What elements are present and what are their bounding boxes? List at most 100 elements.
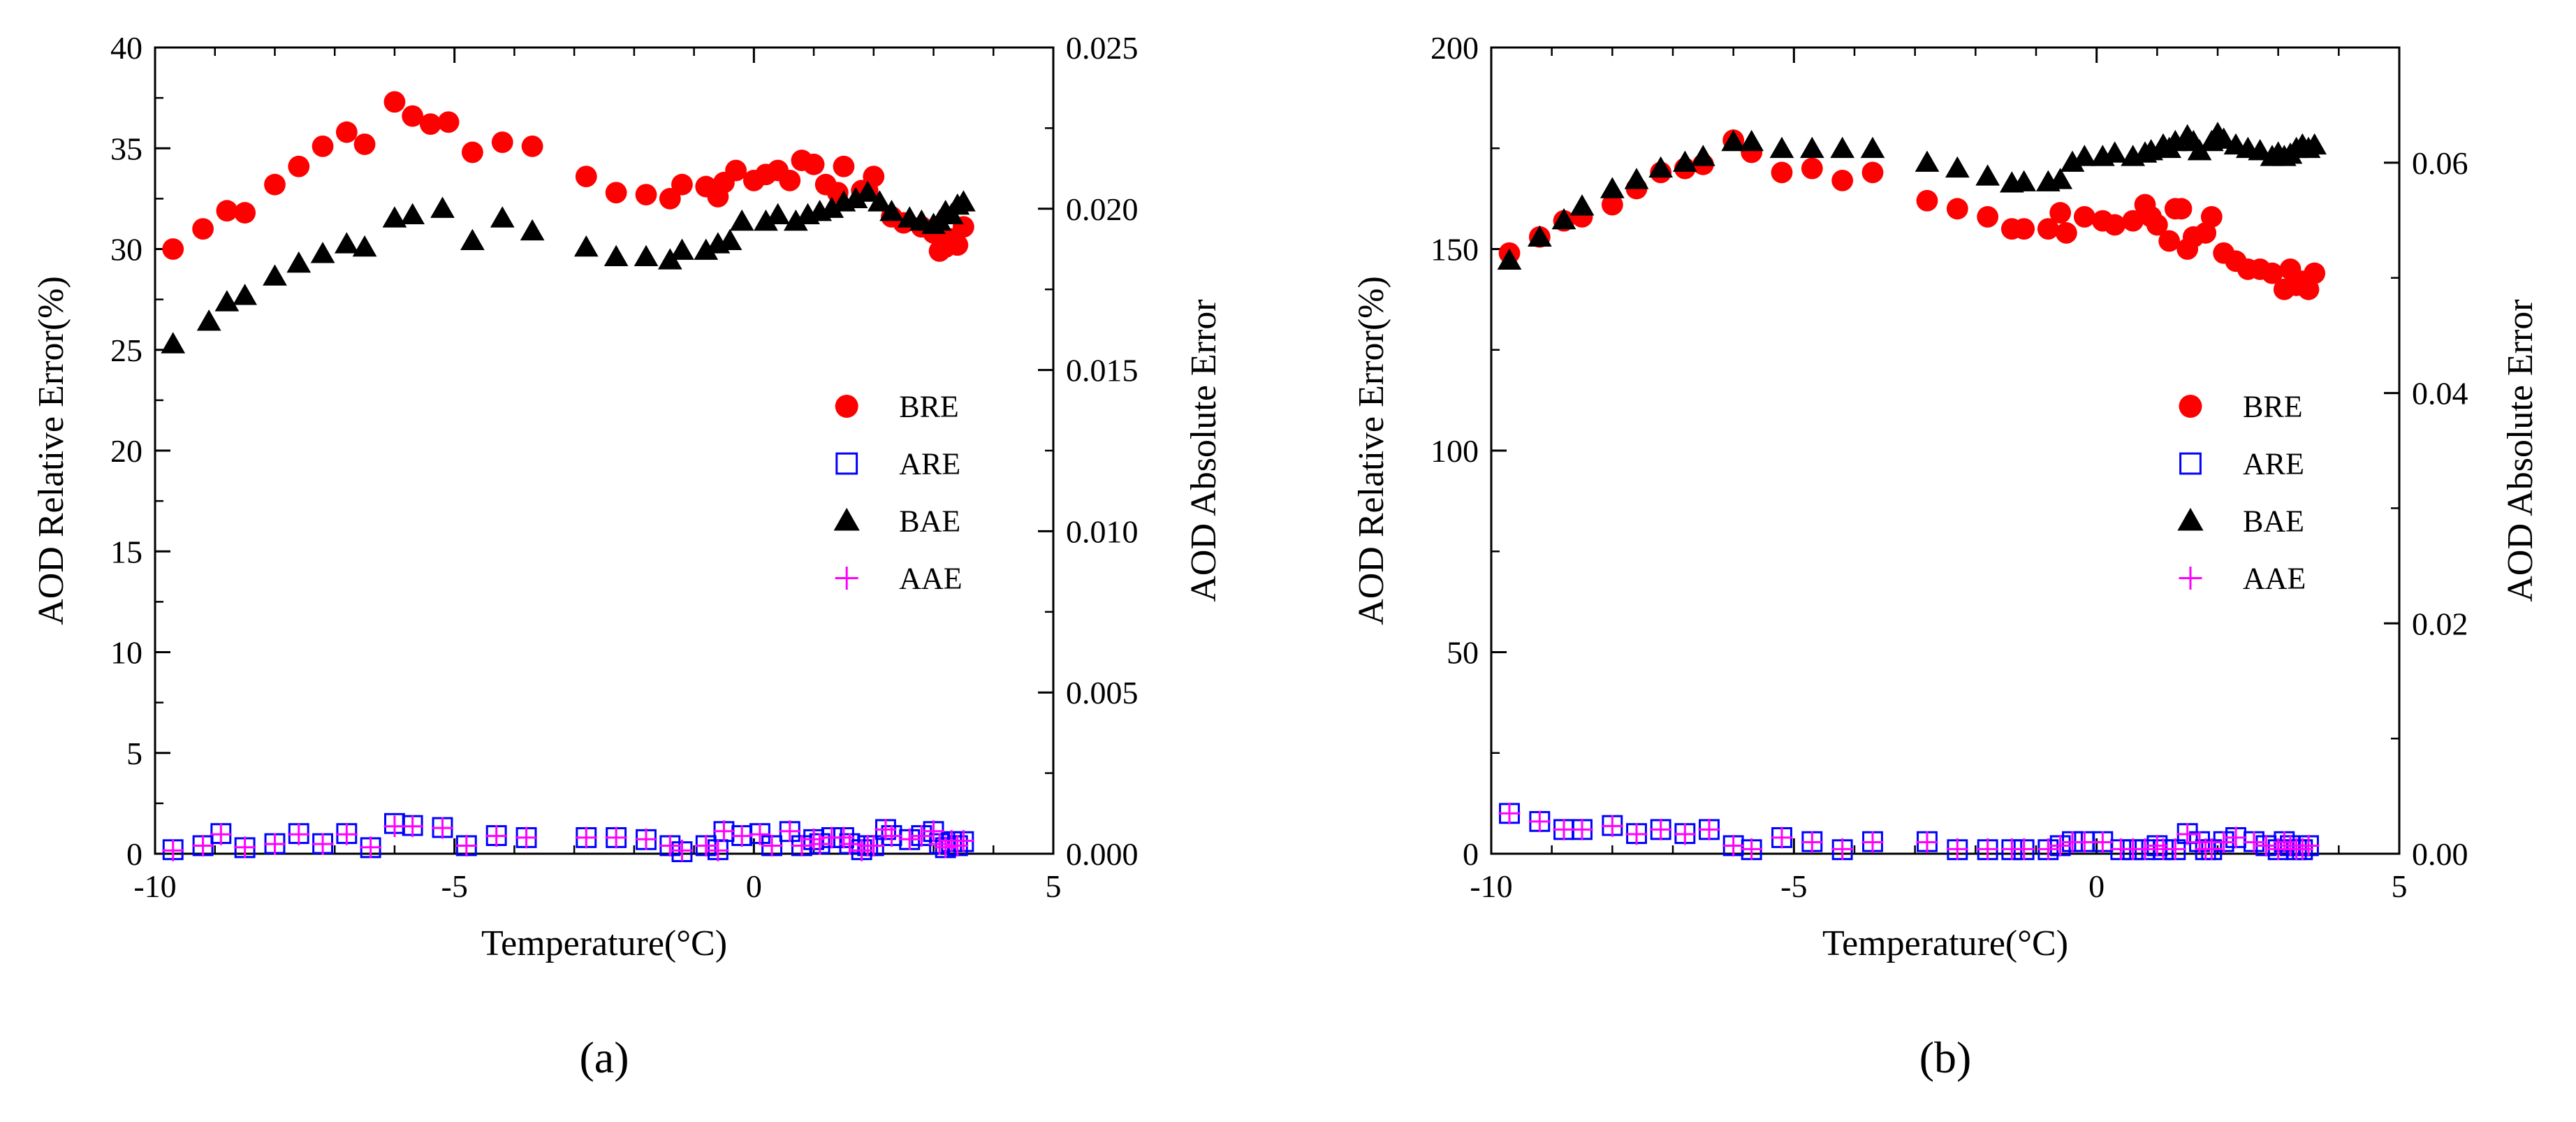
legend: BRE ARE BAE AAE (2177, 390, 2306, 596)
data-point-aae (1553, 818, 1575, 840)
data-point-aae (761, 835, 783, 857)
legend-marker-bae (833, 507, 860, 531)
data-point-bae (1799, 136, 1824, 159)
y-tick-label: 0 (126, 836, 142, 872)
data-point-bae (2248, 139, 2273, 161)
x-axis-title: Temperature(°C) (481, 924, 727, 963)
data-point-aae (946, 835, 969, 857)
data-point-bre (521, 135, 543, 157)
data-point-bae (1527, 225, 1552, 247)
y-tick-label: 35 (110, 131, 142, 166)
data-point-bae (951, 190, 976, 212)
data-point-aae (2073, 831, 2095, 853)
legend-label-are: ARE (2243, 447, 2304, 481)
data-point-bre (2037, 218, 2059, 240)
y2-tick-label: 0.06 (2412, 145, 2468, 181)
data-point-bre (162, 238, 184, 260)
legend: BRE ARE BAE AAE (833, 390, 963, 596)
data-point-bre (437, 111, 460, 133)
data-point-bae (263, 264, 287, 286)
data-point-bae (520, 219, 545, 241)
data-point-aae (2134, 838, 2156, 860)
data-point-bre (383, 91, 406, 113)
data-point-bae (573, 235, 599, 257)
data-point-bre (2200, 205, 2223, 228)
y2-tick-label: 0.005 (1066, 675, 1139, 711)
y-tick-label: 5 (126, 736, 142, 771)
legend-marker-bre (2179, 395, 2202, 418)
y-tick-label: 150 (1430, 232, 1479, 268)
y-tick-label: 200 (1430, 30, 1479, 66)
data-point-bre (2158, 230, 2181, 252)
chart-panel-a: -10 -5 0 5 0 5 10 15 20 25 30 35 40 0.000 0.005 0.010 0.… (31, 30, 1224, 1082)
data-point-aae (2255, 835, 2277, 857)
data-point-bae (1551, 207, 1576, 230)
legend-label-aae: AAE (899, 562, 962, 596)
data-point-aae (264, 833, 286, 855)
data-point-bae (2060, 150, 2085, 172)
data-point-aae (1601, 815, 1623, 837)
y-tick-label: 50 (1447, 635, 1479, 671)
data-point-bre (2104, 214, 2126, 236)
data-point-bae (783, 209, 808, 231)
data-point-bre (1771, 161, 1793, 184)
legend-marker-bae (2177, 507, 2204, 531)
data-point-bre (2122, 210, 2144, 232)
data-point-aae (2279, 835, 2301, 857)
legend-label-aae: AAE (2243, 562, 2306, 596)
y2-tick-label: 0.04 (2412, 376, 2468, 411)
y-tick-label: 40 (110, 30, 142, 66)
y-tick-label: 20 (110, 433, 142, 469)
data-point-bae (310, 242, 335, 263)
data-point-bae (1915, 150, 1940, 172)
x-tick-label: 5 (1046, 868, 1062, 904)
legend-label-bae: BAE (2243, 504, 2304, 539)
data-point-aae (360, 836, 382, 859)
data-point-bre (605, 182, 627, 204)
legend-label-bre: BRE (2243, 390, 2303, 424)
axis-ticks: -10 -5 0 5 0 5 10 15 20 25 30 35 40 0.000 0.005 0.010 0.… (110, 30, 1139, 904)
legend-marker-are (835, 452, 858, 475)
data-point-aae (713, 820, 735, 843)
data-point-bae (400, 203, 425, 225)
data-point-aae (605, 826, 627, 849)
data-point-bae (214, 290, 240, 312)
data-point-bre (353, 133, 376, 155)
x-axis-title: Temperature(°C) (1822, 924, 2068, 963)
data-point-bae (1497, 248, 1522, 270)
data-point-aae (1771, 826, 1793, 849)
data-point-bre (461, 141, 483, 163)
legend-marker-are (2179, 452, 2202, 475)
data-point-bae (868, 190, 892, 212)
data-point-bre (725, 159, 747, 182)
data-point-bre (2055, 222, 2077, 244)
y-tick-label: 100 (1430, 433, 1479, 469)
data-point-bae (819, 196, 844, 218)
data-point-bae (2302, 133, 2327, 155)
data-point-bae (1945, 156, 1970, 178)
y-tick-label: 25 (110, 333, 142, 368)
data-point-bae (729, 209, 754, 231)
y-axis-title: AOD Relative Error(%) (1352, 276, 1391, 625)
data-point-bre (833, 155, 855, 177)
data-point-bre (2304, 262, 2326, 284)
data-point-aae (671, 839, 693, 861)
data-point-bae (352, 235, 377, 257)
data-point-aae (515, 826, 537, 849)
data-point-bae (286, 251, 312, 273)
x-tick-label: 0 (746, 868, 762, 904)
data-point-aae (485, 825, 508, 847)
data-point-bae (233, 284, 257, 305)
data-point-bre (671, 173, 693, 196)
data-point-aae (2037, 838, 2059, 860)
data-point-aae (953, 830, 974, 852)
data-point-bre (2261, 262, 2283, 284)
data-point-bae (1624, 168, 1649, 189)
data-point-bre (491, 131, 513, 153)
data-point-bae (843, 187, 868, 208)
data-point-aae (2225, 826, 2247, 849)
data-point-aae (791, 835, 813, 857)
y2-tick-label: 0.02 (2412, 606, 2468, 641)
data-point-aae (928, 833, 951, 855)
